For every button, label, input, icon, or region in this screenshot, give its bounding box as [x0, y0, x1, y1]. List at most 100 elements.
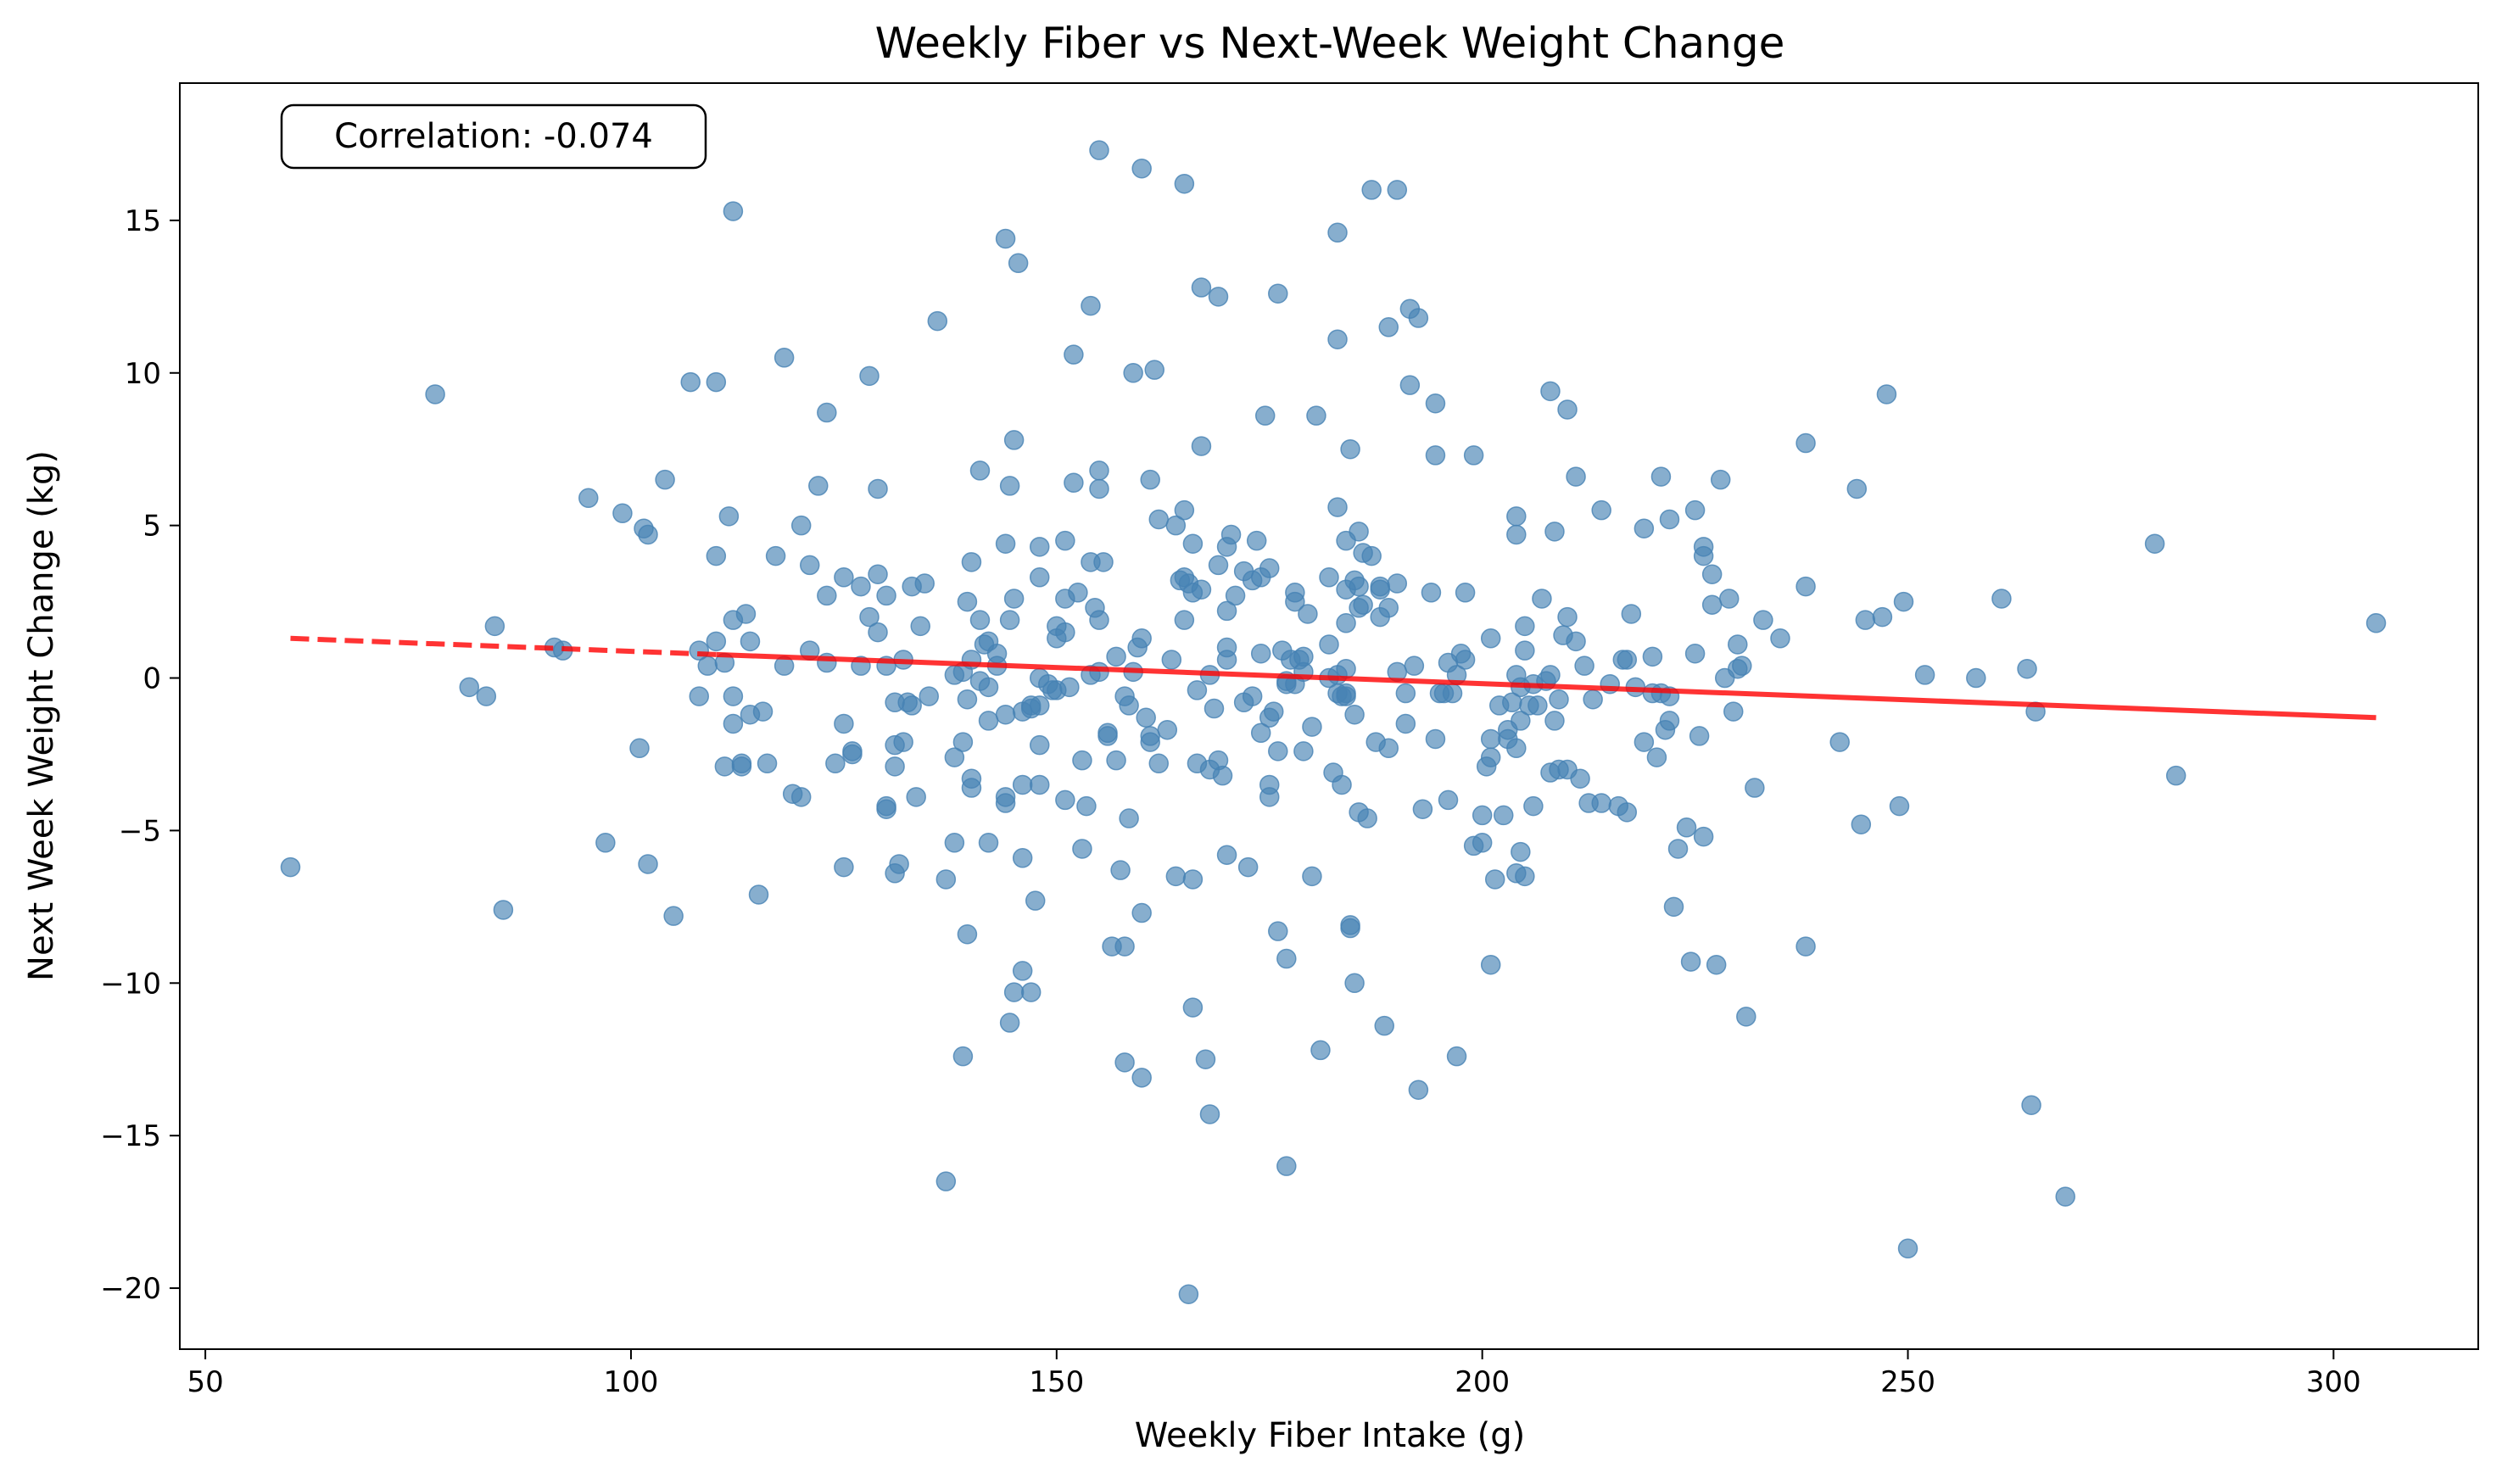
data-point: [1081, 295, 1101, 316]
data-point: [1642, 646, 1663, 667]
data-point: [459, 677, 480, 698]
data-point: [1680, 951, 1701, 972]
data-point: [1357, 808, 1377, 828]
data-point: [999, 610, 1020, 630]
data-point: [1872, 606, 1893, 628]
data-point: [1055, 789, 1075, 811]
data-point: [1693, 826, 1714, 847]
data-point: [1557, 399, 1578, 420]
data-point: [944, 747, 965, 767]
data-point: [1254, 405, 1276, 426]
data-point: [935, 1171, 957, 1191]
data-point: [1327, 497, 1348, 517]
data-point: [790, 787, 812, 807]
data-point: [1387, 573, 1408, 594]
data-point: [1072, 839, 1092, 859]
data-point: [748, 884, 769, 905]
data-point: [697, 656, 718, 676]
data-point: [1395, 683, 1416, 704]
data-point: [680, 371, 701, 393]
data-point: [1540, 381, 1561, 402]
data-point: [1340, 918, 1360, 939]
data-point: [1020, 982, 1042, 1002]
plot-area-frame: [179, 82, 2479, 1350]
y-tick-label: −20: [100, 1272, 161, 1306]
data-point: [484, 616, 505, 637]
data-point: [1332, 774, 1352, 795]
data-point: [1336, 613, 1356, 633]
data-point: [1242, 686, 1263, 706]
trend-line-group: [290, 635, 2376, 721]
data-point: [1264, 701, 1284, 722]
data-point: [1617, 802, 1638, 823]
correlation-box: [280, 103, 707, 170]
chart-title: Weekly Fiber vs Next-Week Weight Change: [875, 19, 1785, 68]
data-point: [978, 711, 999, 731]
data-point: [638, 524, 658, 545]
data-point: [817, 585, 837, 606]
data-point: [1003, 589, 1025, 609]
data-point: [1506, 506, 1527, 527]
data-point: [1089, 478, 1109, 499]
data-point: [1893, 591, 1914, 612]
data-point: [1187, 680, 1208, 700]
correlation-text: Correlation: -0.074: [334, 117, 653, 156]
data-point: [999, 476, 1020, 496]
data-point: [1131, 158, 1152, 179]
data-point: [1659, 509, 1680, 530]
data-point: [1250, 643, 1271, 664]
data-point: [952, 1046, 974, 1067]
data-point: [1302, 717, 1322, 737]
data-point: [1276, 948, 1297, 969]
data-point: [1319, 634, 1339, 655]
data-point: [655, 469, 675, 490]
data-point: [1237, 856, 1259, 878]
data-point: [1646, 747, 1667, 767]
data-point: [1310, 1040, 1331, 1061]
data-point: [1259, 774, 1280, 795]
data-point: [1093, 552, 1114, 572]
data-point: [1446, 1046, 1467, 1067]
data-point: [1216, 637, 1237, 658]
data-point: [1506, 524, 1527, 545]
data-point: [723, 713, 744, 734]
data-point: [1663, 896, 1684, 918]
data-point: [1208, 555, 1229, 576]
data-point: [1336, 658, 1356, 679]
data-point: [957, 591, 978, 612]
data-point: [1144, 360, 1164, 380]
data-point: [1659, 711, 1680, 731]
data-point: [1157, 719, 1178, 740]
data-point: [1442, 683, 1463, 704]
data-point: [1268, 921, 1288, 941]
data-points: [280, 140, 2387, 1304]
data-point: [1349, 576, 1369, 597]
data-point: [1523, 795, 1544, 817]
data-point: [2365, 613, 2387, 633]
data-point: [885, 756, 905, 777]
x-tick-label: 300: [2306, 1365, 2361, 1399]
data-point: [1114, 936, 1135, 957]
data-point: [1327, 222, 1348, 243]
data-point: [1259, 558, 1280, 578]
data-point: [995, 533, 1016, 554]
data-point: [1208, 287, 1229, 307]
y-axis-title: Next Week Weight Change (kg): [22, 450, 61, 981]
data-point: [969, 610, 991, 630]
correlation-annotation: Correlation: -0.074: [280, 103, 707, 170]
data-point: [1191, 579, 1212, 600]
data-point: [1225, 585, 1246, 606]
data-point: [961, 552, 982, 572]
data-point: [1246, 530, 1267, 551]
data-point: [978, 677, 999, 698]
data-point: [1425, 393, 1446, 414]
data-point: [1119, 808, 1139, 828]
data-point: [1191, 436, 1212, 456]
data-point: [1068, 583, 1088, 603]
data-point: [1106, 750, 1126, 771]
data-point: [1404, 656, 1425, 676]
data-point: [1421, 583, 1442, 603]
y-tick-label: 5: [142, 510, 161, 544]
data-point: [1191, 277, 1212, 298]
